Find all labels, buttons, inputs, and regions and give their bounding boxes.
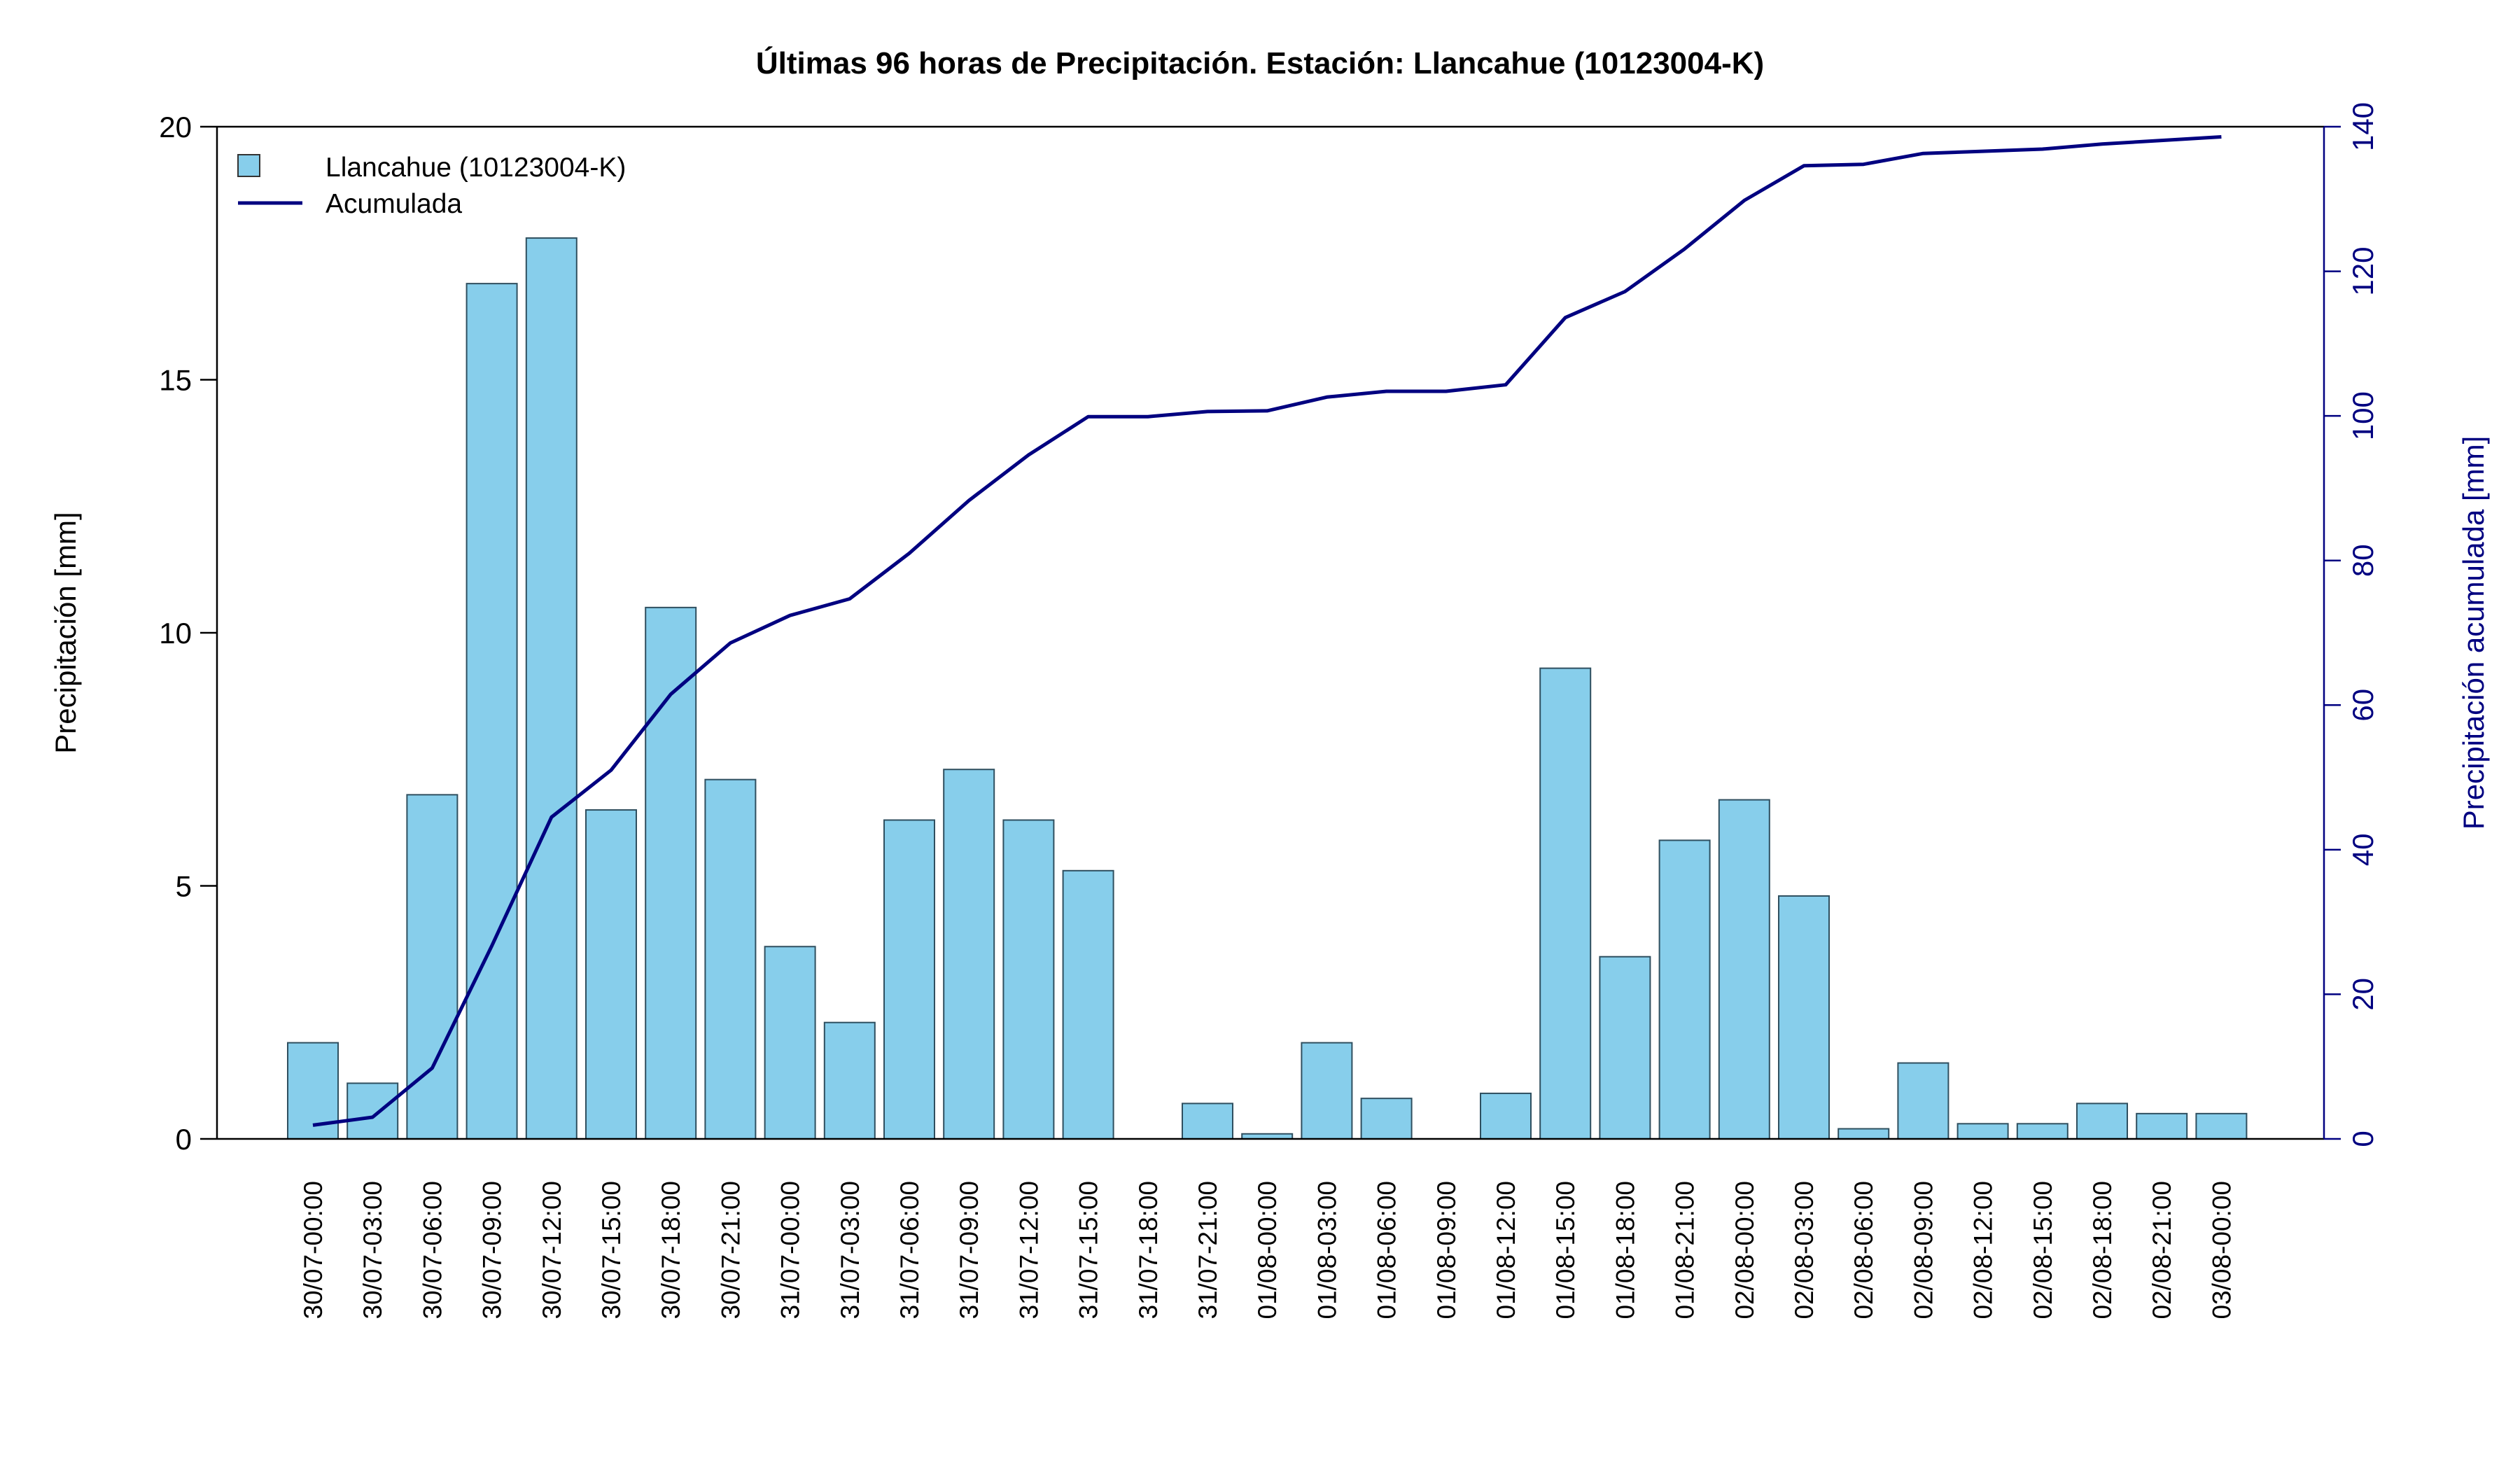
y2-tick-label: 120 [2346, 247, 2379, 296]
y-tick-label: 20 [159, 111, 192, 144]
x-tick-label: 30/07-03:00 [358, 1181, 387, 1320]
bar [1301, 1042, 1353, 1140]
x-tick-label: 02/08-03:00 [1790, 1181, 1819, 1320]
x-tick-label: 30/07-09:00 [478, 1181, 507, 1320]
y-tick-label: 15 [159, 364, 192, 397]
y-axis-label: Precipitación [mm] [49, 512, 82, 753]
x-tick-label: 01/08-15:00 [1551, 1181, 1580, 1320]
y2-tick-label: 60 [2346, 689, 2379, 722]
x-tick-label: 01/08-03:00 [1312, 1181, 1341, 1320]
bar [1837, 1128, 1890, 1140]
x-tick-label: 31/07-09:00 [955, 1181, 983, 1320]
y2-tick-label: 0 [2346, 1130, 2379, 1147]
bar [1539, 667, 1592, 1140]
x-tick-label: 30/07-18:00 [657, 1181, 685, 1320]
x-tick-label: 31/07-12:00 [1014, 1181, 1043, 1320]
bar [525, 237, 578, 1140]
x-tick-label: 31/07-06:00 [895, 1181, 924, 1320]
bar [2016, 1123, 2068, 1140]
bar [1956, 1123, 2009, 1140]
x-tick-label: 31/07-21:00 [1194, 1181, 1222, 1320]
y-tick-label: 5 [176, 870, 192, 903]
y-tick-label: 10 [159, 617, 192, 650]
bar [2076, 1102, 2128, 1140]
x-tick-label: 31/07-15:00 [1074, 1181, 1103, 1320]
axes-layer: 0 5 10 15 20 0 20 40 60 80 100 120 140 30/07-00:00 30/… [159, 102, 2379, 1320]
x-tick-label: 30/07-12:00 [538, 1181, 566, 1320]
x-tick-label: 02/08-00:00 [1730, 1181, 1759, 1320]
y2-tick-label: 20 [2346, 978, 2379, 1011]
bar [943, 769, 995, 1140]
bar [704, 778, 757, 1140]
x-tick-label: 31/07-00:00 [776, 1181, 805, 1320]
bar [883, 819, 935, 1140]
bar [1599, 955, 1651, 1140]
bar [1897, 1062, 1949, 1140]
x-tick-label: 01/08-09:00 [1432, 1181, 1461, 1320]
x-tick-label: 30/07-00:00 [299, 1181, 328, 1320]
legend-bar-swatch [237, 154, 260, 177]
x-tick-label: 31/07-18:00 [1134, 1181, 1163, 1320]
bar [2136, 1112, 2188, 1140]
y2-tick-label: 140 [2346, 102, 2379, 151]
x-tick-label: 02/08-15:00 [2029, 1181, 2057, 1320]
x-tick-label: 02/08-21:00 [2148, 1181, 2176, 1320]
x-tick-label: 01/08-06:00 [1373, 1181, 1401, 1320]
bar [645, 606, 697, 1140]
bar [346, 1082, 399, 1140]
legend-entry-line: Acumulada [326, 189, 462, 219]
bar [465, 283, 518, 1140]
bar [823, 1021, 876, 1140]
bar [1778, 895, 1830, 1140]
bar [1062, 869, 1114, 1140]
x-tick-label: 01/08-21:00 [1671, 1181, 1700, 1320]
bar [764, 946, 816, 1140]
chart-title: Últimas 96 horas de Precipitación. Estac… [756, 46, 1764, 80]
bar [1360, 1098, 1413, 1140]
bar [2195, 1112, 2248, 1140]
bar [1480, 1092, 1532, 1140]
x-tick-label: 01/08-00:00 [1253, 1181, 1282, 1320]
x-tick-label: 03/08-00:00 [2207, 1181, 2236, 1320]
x-tick-label: 02/08-06:00 [1849, 1181, 1878, 1320]
bar [406, 794, 458, 1140]
x-tick-label: 02/08-12:00 [1969, 1181, 1998, 1320]
x-tick-label: 01/08-12:00 [1492, 1181, 1520, 1320]
y2-axis-label: Precipitación acumulada [mm] [2457, 436, 2490, 830]
y2-tick-label: 40 [2346, 833, 2379, 866]
bar [1002, 819, 1055, 1140]
x-tick-label: 30/07-15:00 [597, 1181, 626, 1320]
x-tick-label: 02/08-18:00 [2088, 1181, 2117, 1320]
x-tick-label: 01/08-18:00 [1611, 1181, 1639, 1320]
x-tick-label: 02/08-09:00 [1909, 1181, 1938, 1320]
legend: Llancahue (10123004-K) Acumulada [237, 153, 626, 219]
accumulated-line-layer [312, 135, 2222, 1127]
legend-entry-bars: Llancahue (10123004-K) [326, 153, 626, 183]
bar [1718, 799, 1770, 1140]
y-tick-label: 0 [176, 1123, 192, 1156]
y2-tick-label: 100 [2346, 391, 2379, 440]
x-tick-label: 30/07-21:00 [716, 1181, 745, 1320]
bar [585, 809, 637, 1140]
accumulated-line [312, 135, 2222, 1127]
bar [1658, 839, 1711, 1140]
x-tick-label: 31/07-03:00 [836, 1181, 864, 1320]
y2-tick-label: 80 [2346, 544, 2379, 577]
x-tick-label: 30/07-06:00 [418, 1181, 447, 1320]
bar [1182, 1102, 1233, 1140]
